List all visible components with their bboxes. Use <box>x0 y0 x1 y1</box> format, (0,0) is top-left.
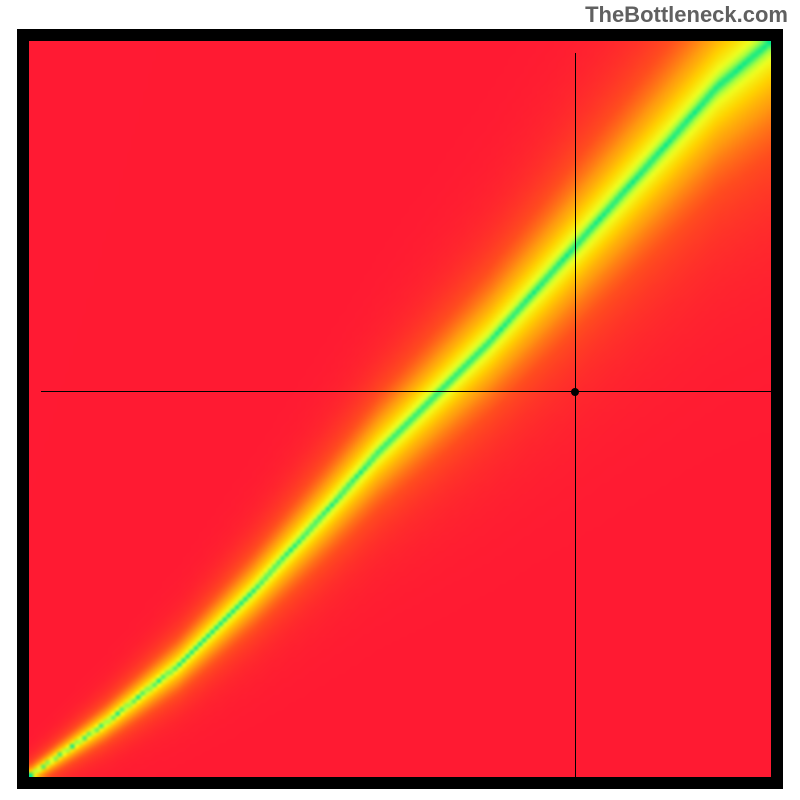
crosshair-horizontal <box>41 391 783 392</box>
crosshair-vertical <box>575 53 576 789</box>
watermark-text: TheBottleneck.com <box>585 2 788 28</box>
bottleneck-heatmap <box>29 41 771 777</box>
plot-frame <box>17 29 783 789</box>
crosshair-dot <box>571 388 579 396</box>
chart-container: TheBottleneck.com <box>0 0 800 800</box>
